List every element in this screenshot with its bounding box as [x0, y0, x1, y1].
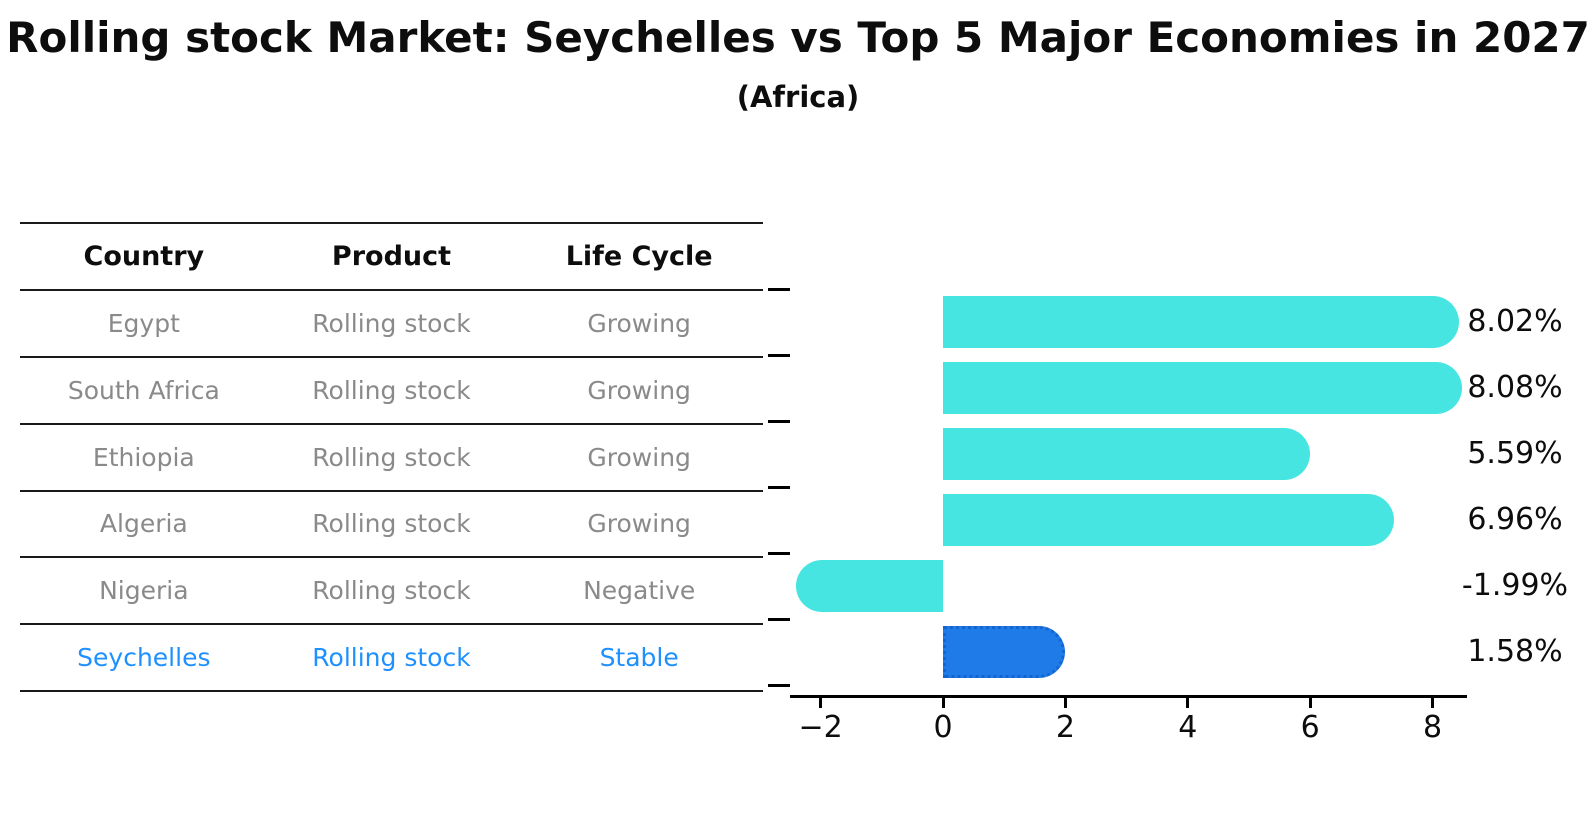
- bar-value-label: 1.58%: [1467, 634, 1563, 669]
- bar-value-label: 6.96%: [1467, 502, 1563, 537]
- x-axis-tick: [1308, 698, 1312, 708]
- product-cell: Rolling stock: [312, 509, 471, 539]
- country-cell: Ethiopia: [92, 442, 195, 472]
- country-cell: Nigeria: [99, 576, 189, 606]
- y-axis-tick: [768, 353, 790, 357]
- lifecycle-cell: Growing: [587, 442, 691, 472]
- y-axis-tick: [768, 485, 790, 489]
- product-cell: Rolling stock: [312, 308, 471, 338]
- country-cell: Algeria: [99, 509, 188, 539]
- country-cell: Egypt: [107, 308, 180, 338]
- bar-south-africa: [943, 362, 1463, 414]
- x-axis-tick-label: 2: [1055, 710, 1075, 745]
- bar-nigeria: [796, 560, 943, 612]
- x-axis-tick: [1186, 698, 1190, 708]
- y-axis-tick: [768, 419, 790, 423]
- lifecycle-cell: Stable: [599, 643, 679, 673]
- bar-value-label: -1.99%: [1461, 568, 1569, 603]
- x-axis-tick-label: 8: [1423, 710, 1443, 745]
- highlight-bar-seychelles: [943, 626, 1065, 678]
- product-cell: Rolling stock: [312, 643, 471, 673]
- table-row: Algeria Rolling stock Growing: [20, 492, 763, 559]
- bar-ethiopia: [943, 428, 1311, 480]
- chart-title: Rolling stock Market: Seychelles vs Top …: [6, 13, 1590, 62]
- comparison-table: Country Product Life Cycle Egypt Rolling…: [20, 222, 763, 692]
- x-axis-tick-label: 0: [933, 710, 953, 745]
- y-axis-tick: [768, 617, 790, 621]
- table-row: Egypt Rolling stock Growing: [20, 291, 763, 358]
- bar-value-label: 8.08%: [1467, 370, 1563, 405]
- y-axis-tick: [768, 551, 790, 555]
- product-cell: Rolling stock: [312, 576, 471, 606]
- country-cell: South Africa: [67, 375, 220, 405]
- bar-value-label: 8.02%: [1467, 304, 1563, 339]
- y-axis-tick: [768, 287, 790, 291]
- x-axis-tick: [1063, 698, 1067, 708]
- col-header-product: Product: [331, 241, 452, 272]
- col-header-country: Country: [83, 241, 205, 272]
- country-cell: Seychelles: [77, 643, 211, 673]
- lifecycle-cell: Growing: [587, 509, 691, 539]
- bar-value-label: 5.59%: [1467, 436, 1563, 471]
- table-row-highlighted: Seychelles Rolling stock Stable: [20, 625, 763, 692]
- product-cell: Rolling stock: [312, 442, 471, 472]
- chart-subtitle: (Africa): [736, 80, 860, 114]
- bar-algeria: [943, 494, 1394, 546]
- table-row: Ethiopia Rolling stock Growing: [20, 425, 763, 492]
- x-axis-tick-label: −2: [798, 710, 843, 745]
- x-axis-tick-label: 6: [1300, 710, 1320, 745]
- table-header-row: Country Product Life Cycle: [20, 224, 763, 291]
- table-row: South Africa Rolling stock Growing: [20, 358, 763, 425]
- lifecycle-cell: Growing: [587, 308, 691, 338]
- x-axis-tick-label: 4: [1178, 710, 1198, 745]
- bar-chart-plot-area: −2 0 2 4 6 8: [768, 287, 1467, 745]
- x-axis-tick: [941, 698, 945, 708]
- x-axis-tick: [1431, 698, 1435, 708]
- col-header-lifecycle: Life Cycle: [565, 241, 713, 272]
- lifecycle-cell: Growing: [587, 375, 691, 405]
- y-axis-tick: [768, 683, 790, 687]
- table-row: Nigeria Rolling stock Negative: [20, 558, 763, 626]
- x-axis-tick: [819, 698, 823, 708]
- product-cell: Rolling stock: [312, 375, 471, 405]
- bar-egypt: [943, 296, 1459, 348]
- bar-value-labels: 8.02% 8.08% 5.59% 6.96% -1.99% 1.58%: [1440, 289, 1590, 695]
- lifecycle-cell: Negative: [583, 576, 696, 606]
